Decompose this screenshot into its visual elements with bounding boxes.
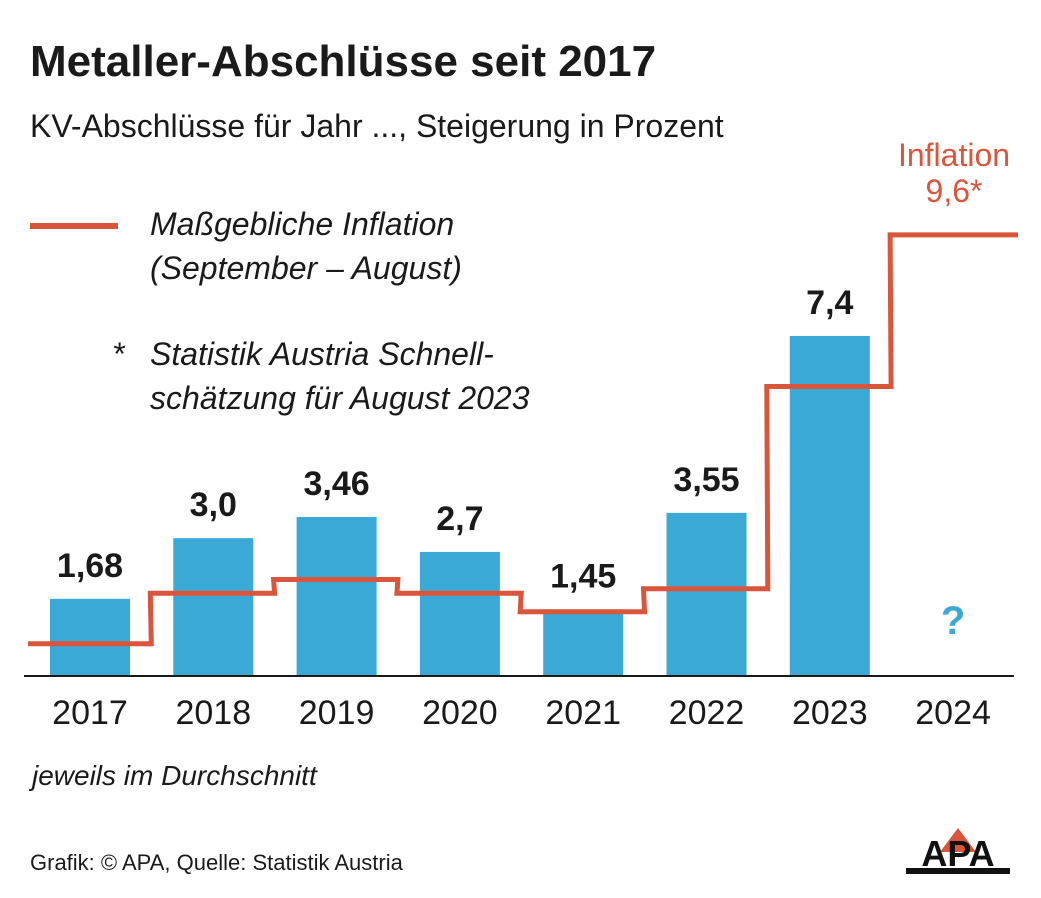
x-tick-label-2020: 2020 (422, 694, 498, 732)
x-tick-label-2024: 2024 (915, 694, 991, 732)
chart-footnote: jeweils im Durchschnitt (32, 760, 317, 791)
legend-inflation-label-line2: (September – August) (150, 250, 462, 286)
bar-2023 (789, 335, 870, 676)
chart-title: Metaller-Abschlüsse seit 2017 (30, 37, 657, 86)
x-tick-label-2023: 2023 (792, 694, 868, 732)
bar-2022 (666, 512, 747, 676)
apa-logo-text: APA (921, 833, 994, 874)
x-tick-label-2022: 2022 (669, 694, 745, 732)
bar-2021 (543, 609, 624, 676)
x-tick-label-2021: 2021 (545, 694, 621, 732)
source-credit: Grafik: © APA, Quelle: Statistik Austria (30, 850, 403, 875)
chart-subtitle: KV-Abschlüsse für Jahr ..., Steigerung i… (30, 108, 724, 144)
bar-value-label-2018: 3,0 (190, 486, 237, 524)
legend-inflation-label: Maßgebliche Inflation (September – Augus… (150, 202, 462, 290)
x-tick-label-2019: 2019 (299, 694, 375, 732)
legend-inflation-label-line1: Maßgebliche Inflation (150, 206, 455, 242)
bar-value-label-2017: 1,68 (57, 547, 123, 585)
bar-value-label-2022: 3,55 (673, 461, 739, 499)
x-tick-label-2018: 2018 (175, 694, 251, 732)
legend-asterisk: * (112, 336, 125, 372)
legend-inflation-swatch (30, 223, 118, 229)
bar-value-label-2019: 3,46 (304, 465, 370, 503)
bar-2019 (296, 517, 377, 676)
bar-2017 (50, 598, 130, 676)
legend-footnote: Statistik Austria Schnell- schätzung für… (150, 332, 530, 420)
inflation-annotation-value: 9,6* (926, 173, 983, 209)
bar-value-label-2020: 2,7 (436, 500, 483, 538)
bar-2018 (173, 538, 254, 676)
legend-footnote-line2: schätzung für August 2023 (150, 380, 530, 416)
inflation-step-line (28, 232, 1018, 647)
bar-value-label-2024: ? (941, 599, 965, 643)
bar-value-label-2021: 1,45 (550, 557, 616, 595)
bar-value-label-2023: 7,4 (806, 284, 853, 322)
inflation-annotation-label: Inflation (898, 137, 1010, 173)
legend-footnote-line1: Statistik Austria Schnell- (150, 336, 494, 372)
x-tick-label-2017: 2017 (52, 694, 128, 732)
apa-logo: APA (906, 828, 1010, 874)
bar-2020 (419, 551, 500, 676)
